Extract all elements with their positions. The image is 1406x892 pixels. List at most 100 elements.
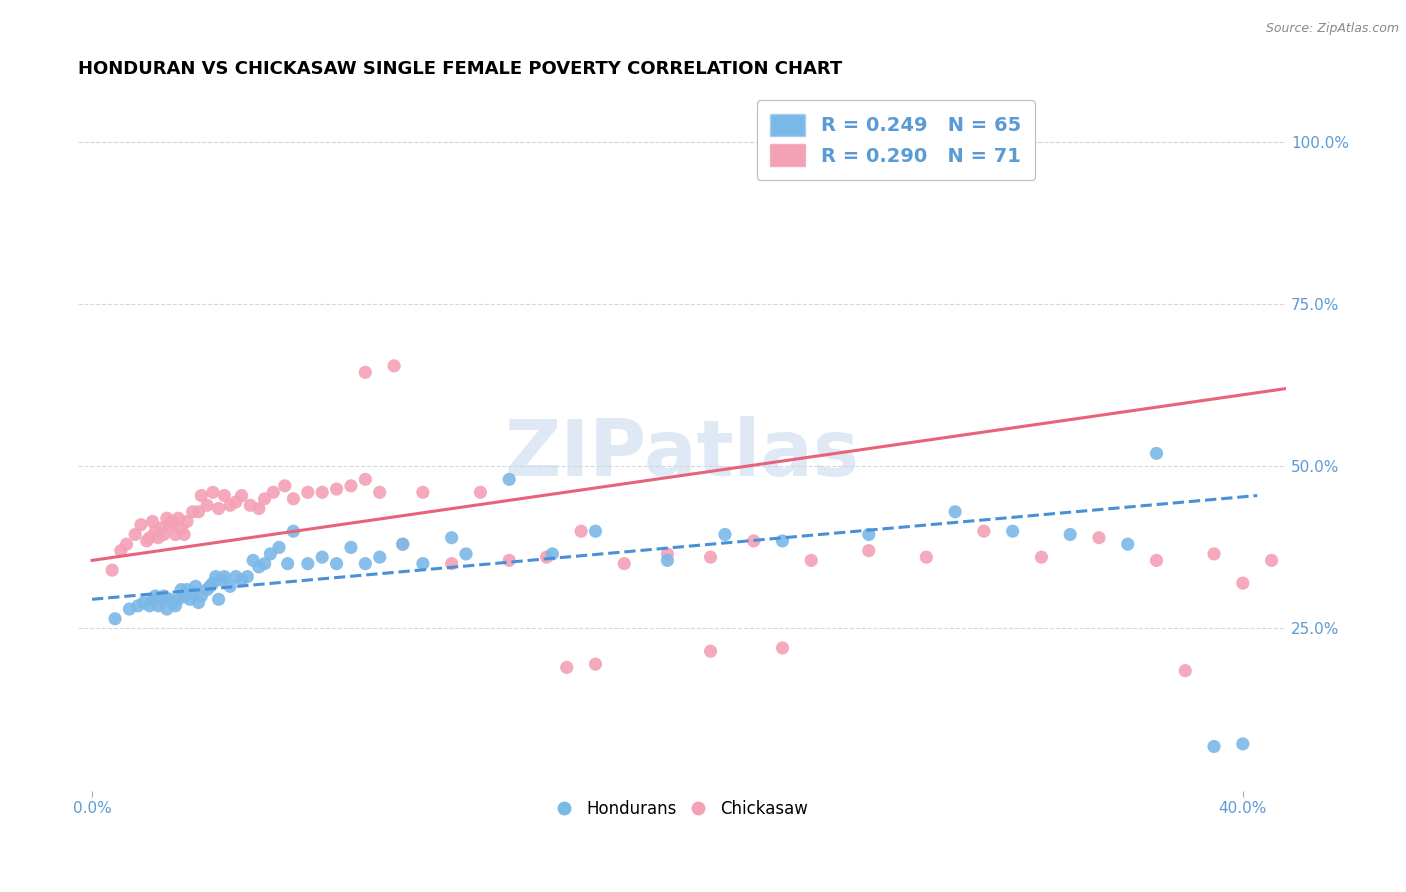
Point: [167, 592, 190, 607]
Point: [159, 517, 181, 532]
Point: [138, 531, 160, 545]
Point: [454, 547, 477, 561]
Point: [118, 602, 141, 616]
Point: [143, 524, 166, 539]
Point: [262, 485, 284, 500]
Point: [1202, 547, 1225, 561]
Point: [173, 527, 195, 541]
Point: [179, 592, 201, 607]
Point: [1059, 527, 1081, 541]
Point: [124, 527, 146, 541]
Point: [198, 579, 221, 593]
Point: [772, 533, 794, 548]
Point: [368, 485, 391, 500]
Point: [391, 537, 413, 551]
Point: [231, 489, 253, 503]
Point: [187, 505, 209, 519]
Point: [207, 501, 229, 516]
Point: [340, 541, 363, 555]
Point: [498, 553, 520, 567]
Point: [231, 573, 253, 587]
Point: [1116, 537, 1139, 551]
Point: [204, 569, 226, 583]
Text: ZIPatlas: ZIPatlas: [505, 417, 859, 492]
Point: [201, 485, 224, 500]
Text: HONDURAN VS CHICKASAW SINGLE FEMALE POVERTY CORRELATION CHART: HONDURAN VS CHICKASAW SINGLE FEMALE POVE…: [77, 60, 842, 78]
Point: [536, 550, 558, 565]
Point: [391, 537, 413, 551]
Point: [259, 547, 281, 561]
Point: [167, 511, 190, 525]
Point: [138, 599, 160, 613]
Point: [368, 550, 391, 565]
Point: [742, 533, 765, 548]
Point: [772, 640, 794, 655]
Point: [541, 547, 564, 561]
Point: [382, 359, 405, 373]
Point: [165, 527, 187, 541]
Point: [297, 557, 319, 571]
Point: [101, 563, 124, 577]
Point: [156, 511, 179, 525]
Point: [585, 657, 607, 672]
Point: [225, 495, 247, 509]
Point: [412, 485, 434, 500]
Point: [239, 498, 262, 512]
Point: [219, 579, 242, 593]
Point: [214, 569, 236, 583]
Point: [1232, 737, 1254, 751]
Point: [170, 582, 193, 597]
Point: [585, 524, 607, 539]
Point: [800, 553, 823, 567]
Point: [219, 498, 242, 512]
Point: [173, 589, 195, 603]
Point: [170, 521, 193, 535]
Point: [236, 569, 259, 583]
Point: [498, 472, 520, 486]
Point: [858, 527, 880, 541]
Point: [440, 531, 463, 545]
Point: [613, 557, 636, 571]
Point: [181, 505, 204, 519]
Point: [657, 553, 679, 567]
Point: [1232, 576, 1254, 591]
Point: [148, 531, 170, 545]
Point: [354, 365, 377, 379]
Point: [150, 592, 173, 607]
Point: [714, 527, 737, 541]
Point: [159, 592, 181, 607]
Point: [325, 482, 347, 496]
Point: [127, 599, 149, 613]
Point: [110, 543, 132, 558]
Point: [195, 582, 218, 597]
Point: [253, 491, 276, 506]
Point: [214, 489, 236, 503]
Point: [141, 515, 163, 529]
Point: [858, 543, 880, 558]
Point: [190, 589, 212, 603]
Point: [162, 515, 184, 529]
Point: [201, 576, 224, 591]
Point: [1001, 524, 1024, 539]
Point: [176, 582, 198, 597]
Point: [153, 589, 176, 603]
Point: [247, 560, 270, 574]
Point: [555, 660, 578, 674]
Point: [283, 524, 305, 539]
Point: [267, 541, 290, 555]
Point: [187, 596, 209, 610]
Point: [311, 485, 333, 500]
Point: [143, 589, 166, 603]
Point: [181, 586, 204, 600]
Point: [412, 557, 434, 571]
Point: [132, 596, 155, 610]
Point: [253, 557, 276, 571]
Point: [325, 557, 347, 571]
Point: [277, 557, 299, 571]
Point: [115, 537, 138, 551]
Point: [297, 485, 319, 500]
Point: [184, 579, 207, 593]
Point: [242, 553, 264, 567]
Text: Source: ZipAtlas.com: Source: ZipAtlas.com: [1265, 22, 1399, 36]
Point: [699, 644, 721, 658]
